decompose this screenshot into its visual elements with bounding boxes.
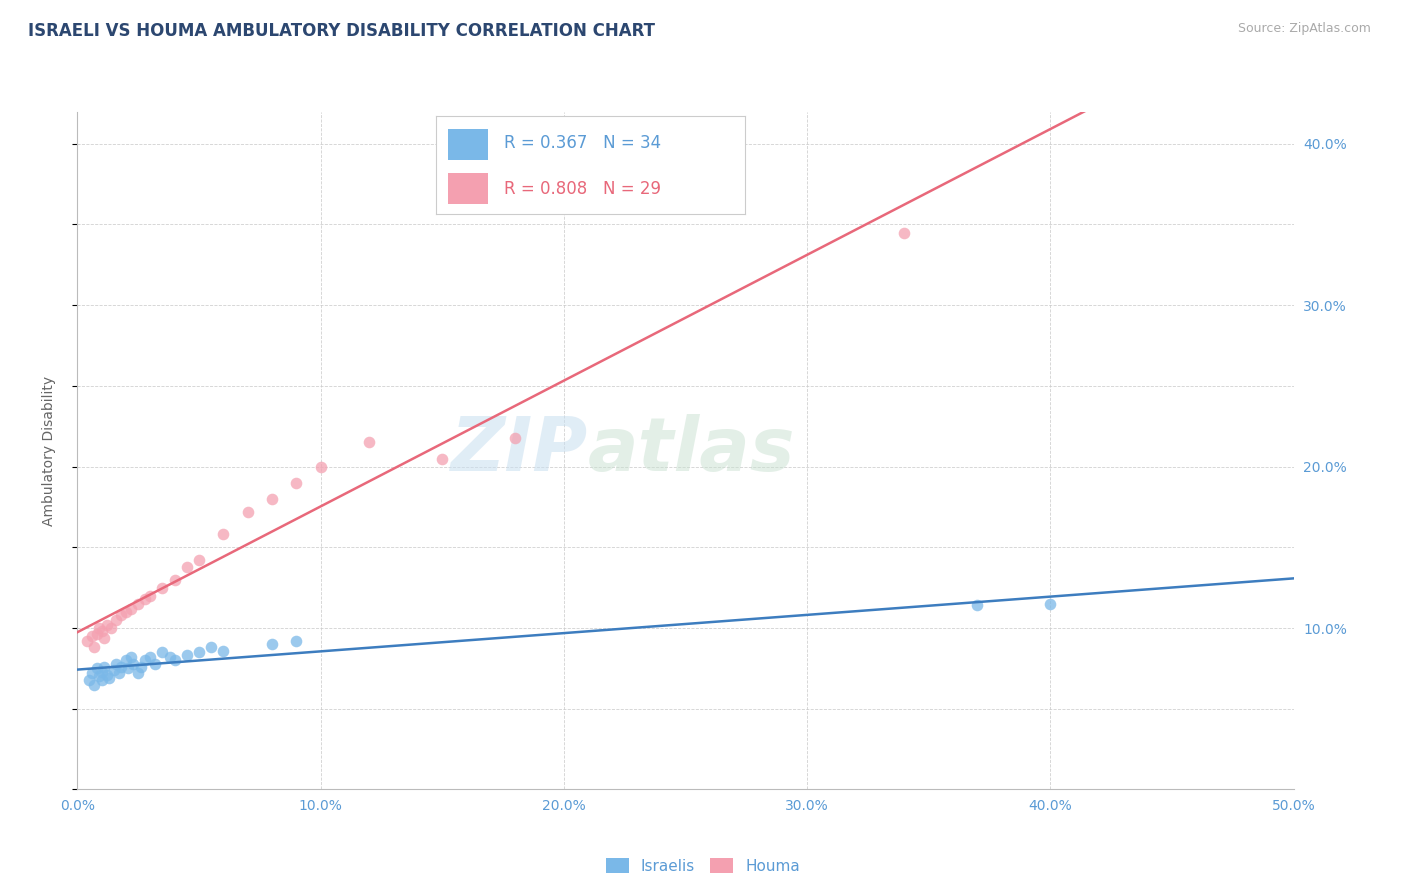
Point xyxy=(176,648,198,663)
Point xyxy=(285,634,308,648)
Point xyxy=(117,661,139,675)
Point xyxy=(260,491,283,506)
Point xyxy=(127,666,149,681)
Point xyxy=(236,505,259,519)
Point xyxy=(105,613,128,627)
FancyBboxPatch shape xyxy=(449,173,488,204)
Point xyxy=(359,435,381,450)
Text: R = 0.808   N = 29: R = 0.808 N = 29 xyxy=(503,179,661,197)
Point xyxy=(79,673,101,687)
Point xyxy=(893,226,915,240)
Legend: Israelis, Houma: Israelis, Houma xyxy=(599,852,807,880)
Point xyxy=(96,617,118,632)
Text: atlas: atlas xyxy=(588,414,796,487)
Point xyxy=(90,673,112,687)
Point xyxy=(105,657,128,671)
Text: ISRAELI VS HOUMA AMBULATORY DISABILITY CORRELATION CHART: ISRAELI VS HOUMA AMBULATORY DISABILITY C… xyxy=(28,22,655,40)
Point xyxy=(86,627,108,641)
Point xyxy=(200,640,222,655)
Point xyxy=(93,659,115,673)
Point xyxy=(1039,597,1062,611)
Point xyxy=(152,645,174,659)
Point xyxy=(188,645,211,659)
Point xyxy=(90,665,112,679)
Point xyxy=(139,589,162,603)
Point xyxy=(107,666,129,681)
Text: ZIP: ZIP xyxy=(451,414,588,487)
Text: R = 0.367   N = 34: R = 0.367 N = 34 xyxy=(503,135,661,153)
Point xyxy=(163,573,186,587)
Text: Source: ZipAtlas.com: Source: ZipAtlas.com xyxy=(1237,22,1371,36)
Point xyxy=(80,666,103,681)
Point xyxy=(152,581,174,595)
Point xyxy=(97,671,120,685)
Point xyxy=(139,650,162,665)
Point xyxy=(100,621,122,635)
Point xyxy=(120,601,142,615)
Point xyxy=(127,597,149,611)
Point xyxy=(159,650,181,665)
Point xyxy=(83,677,105,691)
Point xyxy=(966,599,988,613)
Point xyxy=(93,631,115,645)
Point xyxy=(143,657,166,671)
Point xyxy=(134,653,156,667)
Point xyxy=(115,605,138,619)
Point xyxy=(176,559,198,574)
Point xyxy=(110,659,132,673)
Point xyxy=(129,659,152,673)
Point xyxy=(103,663,125,677)
Point xyxy=(83,640,105,655)
Point xyxy=(110,608,132,623)
Point xyxy=(285,475,308,490)
Point xyxy=(212,527,235,541)
Point xyxy=(90,624,112,639)
Point xyxy=(188,553,211,567)
Point xyxy=(134,591,156,606)
Point xyxy=(115,653,138,667)
Point xyxy=(89,669,111,683)
Point xyxy=(96,668,118,682)
Point xyxy=(76,634,98,648)
Point xyxy=(80,629,103,643)
Point xyxy=(120,650,142,665)
Point xyxy=(309,459,332,474)
Point xyxy=(432,451,454,466)
Point xyxy=(212,643,235,657)
Point xyxy=(260,637,283,651)
Point xyxy=(163,653,186,667)
Point xyxy=(86,661,108,675)
Point xyxy=(503,431,526,445)
FancyBboxPatch shape xyxy=(449,128,488,161)
Y-axis label: Ambulatory Disability: Ambulatory Disability xyxy=(42,376,56,525)
Point xyxy=(89,621,111,635)
Point xyxy=(122,657,145,671)
